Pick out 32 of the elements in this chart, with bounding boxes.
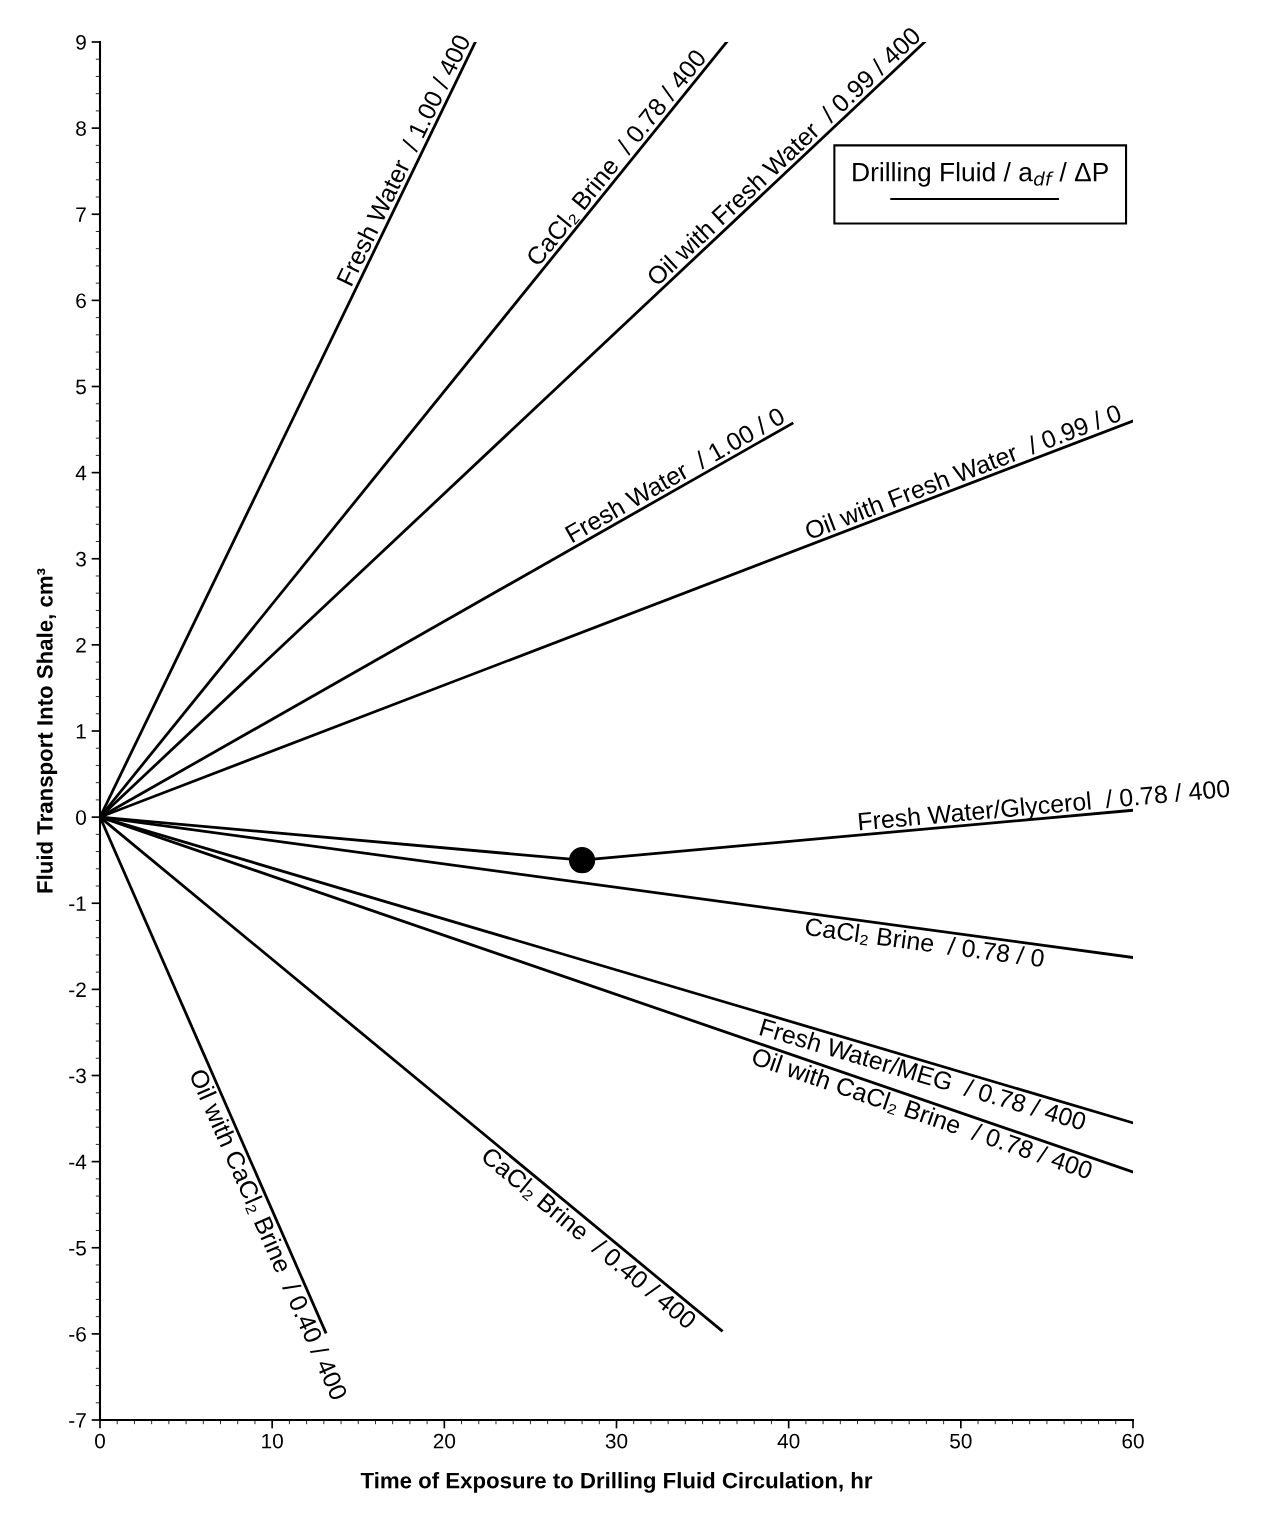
y-tick-label: -1 [69, 896, 86, 911]
y-tick-label: 1 [76, 724, 86, 739]
text: Oil with Fresh Water / 0.99 / 0 [803, 403, 1123, 541]
y-tick-label: 5 [76, 379, 86, 395]
y-tick-label: -4 [69, 1154, 87, 1170]
y-tick-label: 0 [76, 810, 86, 825]
y-tick-label: 8 [76, 121, 86, 136]
y-tick-label: 2 [76, 637, 86, 653]
y-tick-label: -7 [69, 1413, 86, 1428]
y-tick-label: 3 [76, 551, 86, 567]
y-tick-label: -3 [69, 1068, 86, 1084]
y-tick-label: 9 [76, 35, 86, 50]
y-tick-label: 7 [76, 207, 86, 222]
y-tick-label: 6 [76, 293, 86, 309]
text: Fresh Water / 1.00 / 0 [564, 405, 787, 543]
x-tick-label: 10 [262, 1433, 283, 1449]
y-tick-label: -2 [69, 982, 86, 997]
x-tick-label: 20 [433, 1433, 456, 1449]
y-axis-title: Fluid Transport Into Shale, cm³ [36, 568, 58, 893]
y-tick-label: 4 [75, 465, 87, 481]
text: Fresh Water/Glycerol / 0.78 / 400 [858, 778, 1231, 836]
x-tick-label: 0 [95, 1433, 105, 1449]
x-axis-title: Time of Exposure to Drilling Fluid Circulation, hr [360, 1472, 873, 1493]
y-tick-label: -5 [69, 1240, 86, 1256]
legend-title: Drilling Fluid / a$_{df}$ / ΔP [853, 162, 1108, 187]
text: CaCl₂ Brine / 0.78 / 0 [804, 916, 1045, 970]
x-tick-label: 60 [1122, 1433, 1144, 1449]
y-tick-label: -6 [69, 1326, 86, 1342]
x-tick-label: 30 [605, 1433, 628, 1449]
x-tick-label: 50 [950, 1433, 972, 1449]
x-tick-label: 40 [777, 1433, 800, 1449]
text: Oil with CaCl₂ Brine / 0.40 / 400 [187, 1067, 349, 1403]
